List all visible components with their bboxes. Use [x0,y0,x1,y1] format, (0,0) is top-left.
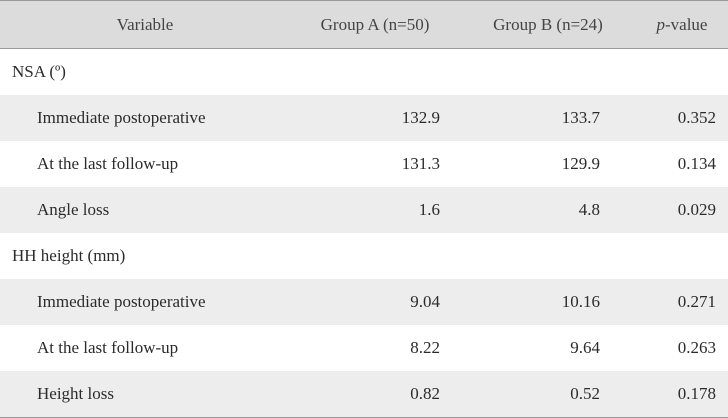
table-row: Immediate postoperative 9.04 10.16 0.271 [0,279,728,325]
row-label: Angle loss [37,200,110,219]
row-label: Height loss [37,384,114,403]
cell-group-a: 131.3 [401,154,440,173]
table-row: Height loss 0.82 0.52 0.178 [0,371,728,417]
cell-group-b: 10.16 [561,292,600,311]
cell-p-value: 0.352 [677,108,716,127]
cell-group-b: 0.52 [570,384,600,403]
row-label: At the last follow-up [37,338,179,357]
cell-p-value: 0.029 [677,200,716,219]
cell-group-a: 0.82 [410,384,440,403]
cell-group-a: 132.9 [401,108,440,127]
header-group-b: Group B (n=24) [493,14,603,34]
table-row: Immediate postoperative 132.9 133.7 0.35… [0,95,728,141]
header-p-rest: -value [665,14,708,34]
cell-p-value: 0.271 [677,292,716,311]
section-row-hh-height: HH height (mm) [0,233,728,279]
cell-group-b: 4.8 [578,200,600,219]
cell-p-value: 0.263 [677,338,716,357]
cell-group-a: 8.22 [410,338,440,357]
row-label: At the last follow-up [37,154,179,173]
cell-group-a: 9.04 [410,292,440,311]
section-label: NSA (º) [12,62,66,81]
cell-group-b: 133.7 [561,108,600,127]
header-p-italic: p [656,14,666,34]
cell-p-value: 0.134 [677,154,716,173]
row-label: Immediate postoperative [37,108,206,127]
table-row: Angle loss 1.6 4.8 0.029 [0,187,728,233]
header-group-a: Group A (n=50) [320,14,430,34]
table-header: Variable Group A (n=50) Group B (n=24) p… [0,0,728,49]
cell-group-b: 9.64 [570,338,600,357]
header-variable: Variable [116,14,174,34]
cell-group-a: 1.6 [418,200,440,219]
section-label: HH height (mm) [12,246,126,265]
row-label: Immediate postoperative [37,292,206,311]
cell-p-value: 0.178 [677,384,716,403]
table-row: At the last follow-up 8.22 9.64 0.263 [0,325,728,371]
cell-group-b: 129.9 [561,154,600,173]
table-row: At the last follow-up 131.3 129.9 0.134 [0,141,728,187]
section-row-nsa: NSA (º) [0,49,728,95]
header-p-value: p-value [636,15,728,35]
